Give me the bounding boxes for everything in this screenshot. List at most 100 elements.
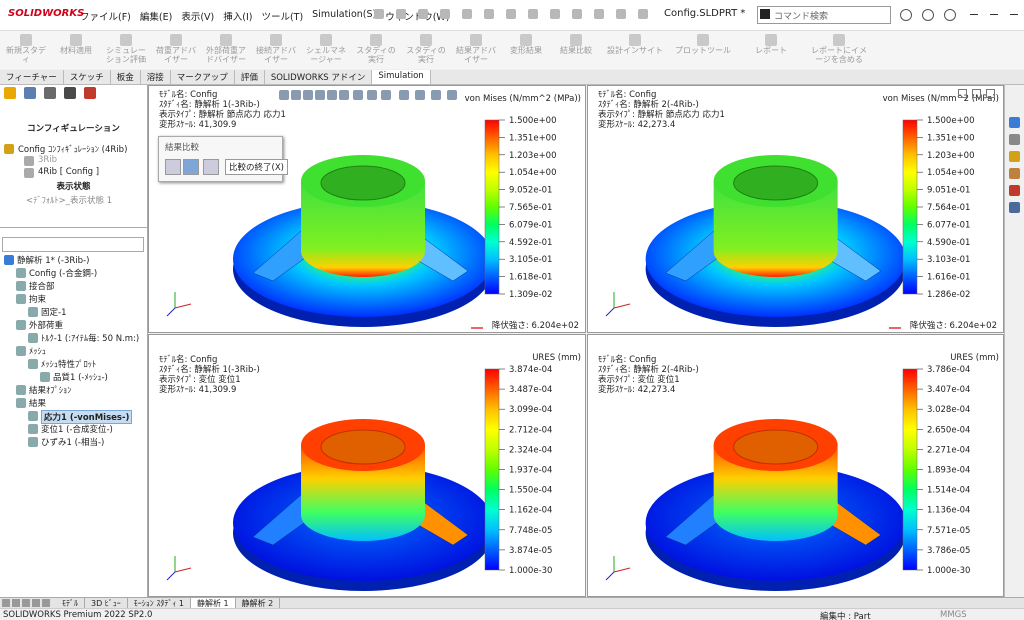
tab[interactable]: 溶接 — [141, 70, 171, 84]
menu-item[interactable]: ツール(T) — [261, 12, 304, 23]
toolbar-button[interactable]: シミュレーション評価 — [104, 31, 148, 69]
toolbar-button[interactable]: 結果アドバイザー — [454, 31, 498, 69]
toolbar-label: 結果比較 — [560, 46, 592, 55]
icon — [16, 398, 26, 408]
toolbar-icon — [70, 34, 82, 46]
toolbar-button[interactable]: スタディの実行 — [354, 31, 398, 69]
round-icon[interactable] — [922, 9, 934, 21]
toolbar-button[interactable]: 新規スタディ — [4, 31, 48, 69]
study-tree-item[interactable]: 結果ｵﾌﾟｼｮﾝ — [29, 386, 72, 396]
task-pane-icon[interactable] — [1009, 185, 1020, 196]
bottom-tab[interactable]: 3D ﾋﾞｭｰ — [85, 598, 128, 609]
config-item[interactable]: 4Rib [ Config ] — [38, 167, 100, 177]
window-control[interactable] — [970, 14, 978, 15]
panel-tab-icon[interactable] — [24, 87, 36, 99]
study-tree-item[interactable]: 変位1 (-合成変位-) — [41, 425, 113, 435]
scroll-button[interactable] — [32, 599, 40, 607]
round-icon[interactable] — [944, 9, 956, 21]
task-pane-icon[interactable] — [1009, 134, 1020, 145]
viewport: 1.500e+00 1.351e+00 1.203e+00 1.054e+00 9.05… — [587, 85, 1004, 333]
scroll-button[interactable] — [42, 599, 50, 607]
study-tree-item[interactable]: 結果 — [29, 399, 47, 409]
study-tree-item[interactable]: 固定-1 — [41, 308, 67, 318]
toolbar-button[interactable]: 接続アドバイザー — [254, 31, 298, 69]
menu-item[interactable]: ウィンドウ(W) — [385, 9, 449, 23]
toolbar-icon — [629, 34, 641, 46]
study-tree-item[interactable]: 接合部 — [29, 282, 55, 292]
study-tree-item[interactable]: 品質1 (-ﾒｯｼｭ-) — [53, 373, 108, 383]
command-tabs: フィーチャー スケッチ 板金 溶接 マークアップ 評価 SOLIDWORKS アドイン Sim… — [0, 70, 1024, 85]
scroll-button[interactable] — [22, 599, 30, 607]
toolbar-button[interactable]: レポート — [740, 31, 802, 69]
status-units[interactable]: MMGS — [940, 610, 967, 620]
study-tree-item[interactable]: 拘束 — [29, 295, 47, 305]
study-tree-item[interactable]: ﾄﾙｸ-1 (:ｱｲﾃﾑ毎: 50 N.m:) — [41, 334, 140, 344]
menu-item[interactable]: 編集(E) — [139, 12, 173, 23]
tab[interactable]: スケッチ — [64, 70, 111, 84]
tab[interactable]: Simulation — [372, 70, 431, 84]
end-compare-button[interactable]: 比較の終了(X) — [225, 159, 288, 175]
toolbar-icon — [120, 34, 132, 46]
display-state[interactable]: <ﾃﾞﾌｫﾙﾄ>_表示状態 1 — [26, 196, 113, 206]
study-tree-item[interactable]: 外部荷重 — [29, 321, 64, 331]
scroll-button[interactable] — [12, 599, 20, 607]
tab[interactable]: マークアップ — [171, 70, 235, 84]
document-title: Config.SLDPRT * — [664, 8, 746, 19]
menu-item[interactable]: ファイル(F) — [80, 12, 131, 23]
toolbar-button[interactable]: レポートにイメージを含める — [808, 31, 870, 69]
window-control[interactable] — [990, 14, 998, 15]
round-icon[interactable] — [900, 9, 912, 21]
config-item[interactable]: 3Rib — [38, 155, 58, 165]
panel-tab-icon[interactable] — [84, 87, 96, 99]
toolbar-button[interactable]: プロットツール — [672, 31, 734, 69]
window-control[interactable] — [958, 89, 967, 98]
toolbar-button[interactable]: 変形結果 — [504, 31, 548, 69]
panel-tab-icon[interactable] — [4, 87, 16, 99]
tab[interactable]: SOLIDWORKS アドイン — [265, 70, 373, 84]
toolbar-button[interactable]: 設計インサイト — [604, 31, 666, 69]
toolbar-button[interactable]: シェルマネージャー — [304, 31, 348, 69]
menu-item[interactable]: 挿入(I) — [223, 12, 253, 23]
menu-item[interactable]: 表示(V) — [181, 12, 215, 23]
menu-item[interactable]: Simulation(S) — [312, 9, 377, 20]
filter-box[interactable] — [2, 237, 144, 252]
toolbar-button[interactable]: 外部荷重アドバイザー — [204, 31, 248, 69]
window-control[interactable] — [986, 89, 995, 98]
bottom-tab[interactable]: ﾓｰｼｮﾝ ｽﾀﾃﾞｨ 1 — [128, 598, 191, 609]
task-pane-icon[interactable] — [1009, 168, 1020, 179]
tab[interactable]: 評価 — [235, 70, 265, 84]
task-pane-icon[interactable] — [1009, 151, 1020, 162]
scroll-button[interactable] — [2, 599, 10, 607]
popup-icon-button[interactable] — [183, 159, 199, 175]
task-pane-icon[interactable] — [1009, 117, 1020, 128]
window-control[interactable] — [1010, 14, 1018, 15]
panel-tab-icon[interactable] — [64, 87, 76, 99]
study-tree-item[interactable]: ひずみ1 (-相当-) — [41, 438, 105, 448]
task-pane-icon[interactable] — [1009, 202, 1020, 213]
tab[interactable]: フィーチャー — [0, 70, 64, 84]
study-tree-item[interactable]: ﾒｯｼｭ — [29, 347, 47, 357]
popup-icon-button[interactable] — [165, 159, 181, 175]
toolbar-button[interactable]: スタディの実行 — [404, 31, 448, 69]
bottom-tab[interactable]: 静解析 1 — [190, 598, 236, 609]
window-control[interactable] — [972, 89, 981, 98]
info-line: ｽﾀﾃﾞｨ名: 静解析 2(-4Rib-) — [598, 100, 699, 110]
toolbar-button[interactable]: 結果比較 — [554, 31, 598, 69]
config-item[interactable]: Config ｺﾝﾌｨｷﾞｭﾚｰｼｮﾝ (4Rib) — [18, 145, 128, 155]
panel-tab-icon[interactable] — [44, 87, 56, 99]
info-line: 表示ﾀｲﾌﾟ: 変位 変位1 — [159, 375, 241, 385]
study-tree-item[interactable]: ﾒｯｼｭ特性ﾌﾟﾛｯﾄ — [41, 360, 97, 370]
toolbar-button[interactable]: 材料適用 — [54, 31, 98, 69]
study-tree-item[interactable]: 静解析 1* (-3Rib-) — [17, 256, 90, 266]
search-box[interactable]: コマンド検索 — [757, 6, 891, 24]
logo: SOLIDWORKS — [8, 8, 85, 19]
study-tree-item[interactable]: 応力1 (-vonMises-) — [41, 410, 133, 424]
toolbar-icon — [833, 34, 845, 46]
tab[interactable]: 板金 — [111, 70, 141, 84]
study-tree-item[interactable]: Config (-合金鋼-) — [29, 269, 98, 279]
bottom-tab[interactable]: ﾓﾃﾞﾙ — [56, 598, 85, 609]
toolbar-button[interactable]: 荷重アドバイザー — [154, 31, 198, 69]
bottom-tab[interactable]: 静解析 2 — [236, 598, 281, 609]
toolbar-label: 新規スタディ — [6, 46, 46, 64]
popup-icon-button[interactable] — [203, 159, 219, 175]
